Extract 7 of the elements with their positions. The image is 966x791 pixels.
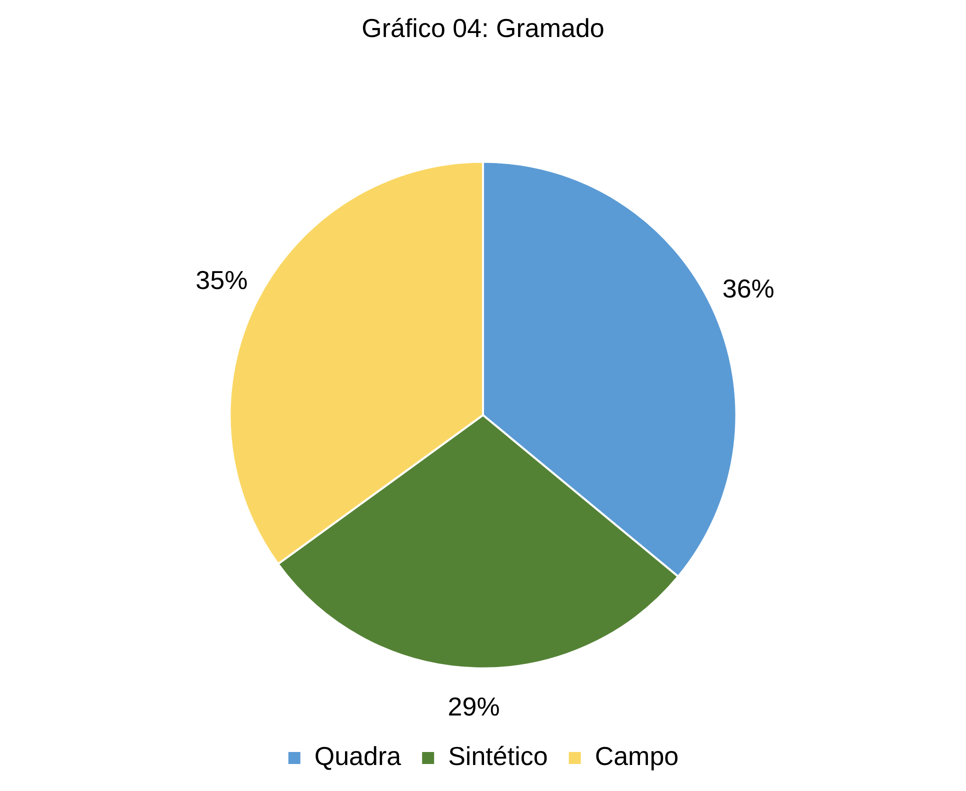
legend-label: Sintético <box>448 741 548 772</box>
legend-label: Quadra <box>314 741 402 772</box>
data-label: 36% <box>722 273 774 304</box>
data-label: 35% <box>196 265 248 296</box>
chart-title: Gráfico 04: Gramado <box>362 12 604 43</box>
data-label: 29% <box>448 691 500 722</box>
legend-label: Campo <box>594 741 679 772</box>
